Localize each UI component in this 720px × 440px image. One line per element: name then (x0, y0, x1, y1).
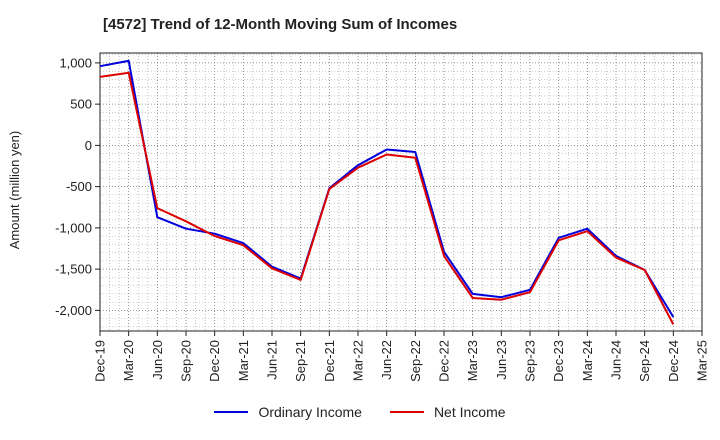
x-tick-label: Sep-20 (179, 340, 194, 382)
plot-frame (99, 52, 703, 332)
x-tick-label: Sep-24 (637, 340, 652, 382)
ordinary-income-line (99, 59, 675, 318)
x-tick-label: Jun-22 (379, 340, 394, 380)
x-tick-label: Dec-20 (207, 340, 222, 382)
legend-label-ordinary-income: Ordinary Income (258, 404, 362, 420)
chart-title: [4572] Trend of 12-Month Moving Sum of I… (103, 16, 458, 33)
y-tick-label: -1,500 (55, 262, 92, 277)
x-tick-label: Sep-22 (408, 340, 423, 382)
x-tick-label: Sep-23 (523, 340, 538, 382)
x-tick-label: Mar-25 (695, 340, 710, 381)
x-tick-label: Mar-21 (236, 340, 251, 381)
x-tick-label: Jun-21 (265, 340, 280, 380)
x-tick-label: Mar-20 (121, 340, 136, 381)
plot-area (100, 53, 702, 331)
x-tick-label: Dec-22 (437, 340, 452, 382)
x-tick-label: Mar-23 (465, 340, 480, 381)
legend-item-net-income: Net Income (389, 404, 506, 420)
legend-item-ordinary-income: Ordinary Income (214, 404, 362, 420)
y-tick-label: 1,000 (59, 55, 92, 70)
y-tick-label: 500 (70, 97, 92, 112)
x-tick-label: Jun-23 (494, 340, 509, 380)
legend-swatch-ordinary-income (214, 411, 249, 413)
y-tick-label: -2,000 (55, 303, 92, 318)
x-tick-label: Dec-19 (93, 340, 108, 382)
x-tick-label: Dec-23 (551, 340, 566, 382)
x-tick-label: Mar-22 (351, 340, 366, 381)
x-tick-label: Sep-21 (293, 340, 308, 382)
x-tick-label: Jun-24 (609, 340, 624, 380)
x-tick-label: Dec-24 (666, 340, 681, 382)
legend-label-net-income: Net Income (433, 404, 506, 420)
x-tick-label: Mar-24 (580, 340, 595, 381)
legend: Ordinary Income Net Income (0, 404, 720, 420)
net-income-line (99, 71, 675, 325)
x-tick-label: Dec-21 (322, 340, 337, 382)
y-tick-label: 0 (85, 138, 92, 153)
y-tick-label: -1,000 (55, 220, 92, 235)
legend-swatch-net-income (389, 411, 424, 413)
y-tick-label: -500 (66, 179, 92, 194)
x-tick-label: Jun-20 (150, 340, 165, 380)
